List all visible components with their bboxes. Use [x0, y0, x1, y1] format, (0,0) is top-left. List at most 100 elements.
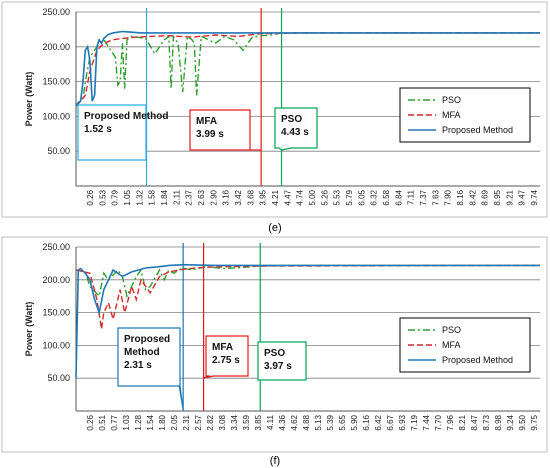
x-tick-label: 5.79: [345, 189, 354, 205]
chart-e: 250.00 200.00 150.00 100.00 50.00 Power (Watt…: [1, 1, 548, 218]
x-tick-label: 4.21: [271, 189, 280, 205]
y-tick-label: 200.00: [42, 42, 70, 52]
callout-label: Proposed Method: [84, 111, 168, 122]
x-tick-label: 9.21: [505, 189, 514, 205]
x-tick-label: 1.54: [146, 414, 155, 430]
callout-label: PSO: [264, 348, 285, 359]
x-tick-label: 0.51: [98, 414, 107, 430]
x-tick-label: 7.96: [446, 414, 455, 430]
series-line: [75, 30, 540, 107]
y-tick-label: 150.00: [42, 308, 70, 318]
x-tick-label: 6.32: [370, 189, 379, 205]
x-tick-label: 1.03: [122, 414, 131, 430]
x-tick-label: 3.95: [259, 189, 268, 205]
x-tick-label: 7.70: [434, 414, 443, 430]
x-tick-label: 1.32: [135, 189, 144, 205]
x-tick-label: 3.34: [230, 414, 239, 430]
x-tick-label: 1.84: [160, 189, 169, 205]
callout-label: 4.43 s: [281, 127, 309, 138]
x-tick-label: 6.58: [382, 189, 391, 205]
x-tick-label: 2.82: [206, 414, 215, 430]
x-tick-label: 2.31: [182, 414, 191, 430]
callout-label: MFA: [212, 342, 233, 353]
x-tick-label: 4.62: [290, 414, 299, 430]
x-tick-label: 2.57: [194, 414, 203, 430]
y-tick-label: 200.00: [42, 275, 70, 285]
x-tick-label: 7.90: [444, 189, 453, 205]
caption-f: (f): [270, 455, 280, 467]
x-tick-label: 5.53: [333, 189, 342, 205]
x-tick-label: 6.42: [374, 414, 383, 430]
y-tick-label: 250.00: [42, 7, 70, 17]
callout-box: [189, 109, 262, 151]
x-tick-label: 5.39: [326, 414, 335, 430]
x-tick-label: 3.08: [218, 414, 227, 430]
chart-f: 250.00 200.00 150.00 100.00 50.00 Power (Watt…: [1, 236, 548, 453]
callout-box: [257, 341, 307, 381]
x-tick-label: 5.13: [314, 414, 323, 430]
legend-label: MFA: [442, 110, 461, 120]
y-tick-label: 150.00: [42, 77, 70, 87]
x-tick-label: 1.58: [148, 189, 157, 205]
x-tick-label: 0.26: [86, 414, 95, 430]
x-tick-label: 5.00: [308, 189, 317, 205]
x-tick-label: 6.16: [362, 414, 371, 430]
y-tick-label: 100.00: [42, 340, 70, 350]
x-tick-label: 0.77: [110, 414, 119, 430]
x-tick-label: 1.28: [134, 414, 143, 430]
x-tick-label: 2.63: [197, 189, 206, 205]
x-tick-label: 1.05: [123, 189, 132, 205]
x-tick-label: 5.65: [338, 414, 347, 430]
callout-box: [203, 335, 249, 379]
legend-label: Proposed Method: [442, 355, 513, 365]
caption-e: (e): [268, 222, 281, 234]
series-line: [75, 264, 541, 330]
callout-label: 2.31 s: [124, 360, 152, 371]
x-tick-label: 1.80: [158, 414, 167, 430]
x-tick-label: 3.16: [222, 189, 231, 205]
series-line: [75, 263, 540, 379]
callout-box: [117, 327, 184, 411]
x-tick-label: 5.26: [320, 189, 329, 205]
series-line: [75, 264, 540, 299]
x-tick-label: 9.24: [506, 414, 515, 430]
callout-label: Proposed: [124, 334, 170, 345]
x-tick-label: 9.75: [530, 414, 539, 430]
x-tick-label: 9.50: [518, 414, 527, 430]
x-tick-label: 5.90: [350, 414, 359, 430]
x-tick-label: 2.11: [172, 189, 181, 205]
callout-label: Method: [124, 347, 160, 358]
x-tick-label: 4.88: [302, 414, 311, 430]
x-tick-label: 6.67: [386, 414, 395, 430]
x-tick-label: 2.37: [185, 189, 194, 205]
x-tick-label: 4.11: [266, 414, 275, 430]
x-tick-label: 8.47: [470, 414, 479, 430]
series-line: [75, 32, 540, 107]
x-tick-label: 7.19: [410, 414, 419, 430]
callout-label: 1.52 s: [84, 124, 112, 135]
legend-label: PSO: [442, 95, 461, 105]
callout-label: 3.99 s: [196, 129, 224, 140]
x-tick-label: 9.47: [518, 189, 527, 205]
x-tick-label: 8.42: [468, 189, 477, 205]
callout-label: PSO: [281, 114, 302, 125]
y-axis-title: Power (Watt): [24, 72, 34, 127]
callout-label: 2.75 s: [212, 355, 240, 366]
x-tick-label: 3.59: [242, 414, 251, 430]
x-tick-label: 0.26: [86, 189, 95, 205]
y-tick-label: 50.00: [47, 146, 70, 156]
x-tick-label: 7.11: [407, 189, 416, 205]
x-tick-label: 9.74: [530, 189, 539, 205]
series-line: [75, 32, 540, 107]
y-tick-label: 250.00: [42, 242, 70, 252]
x-tick-label: 7.44: [422, 414, 431, 430]
x-tick-label: 0.53: [98, 189, 107, 205]
x-tick-label: 4.74: [296, 189, 305, 205]
x-tick-label: 0.79: [111, 189, 120, 205]
x-tick-label: 8.69: [481, 189, 490, 205]
x-tick-label: 8.73: [482, 414, 491, 430]
x-tick-label: 8.98: [494, 414, 503, 430]
callout-label: MFA: [196, 116, 217, 127]
x-tick-label: 8.95: [493, 189, 502, 205]
